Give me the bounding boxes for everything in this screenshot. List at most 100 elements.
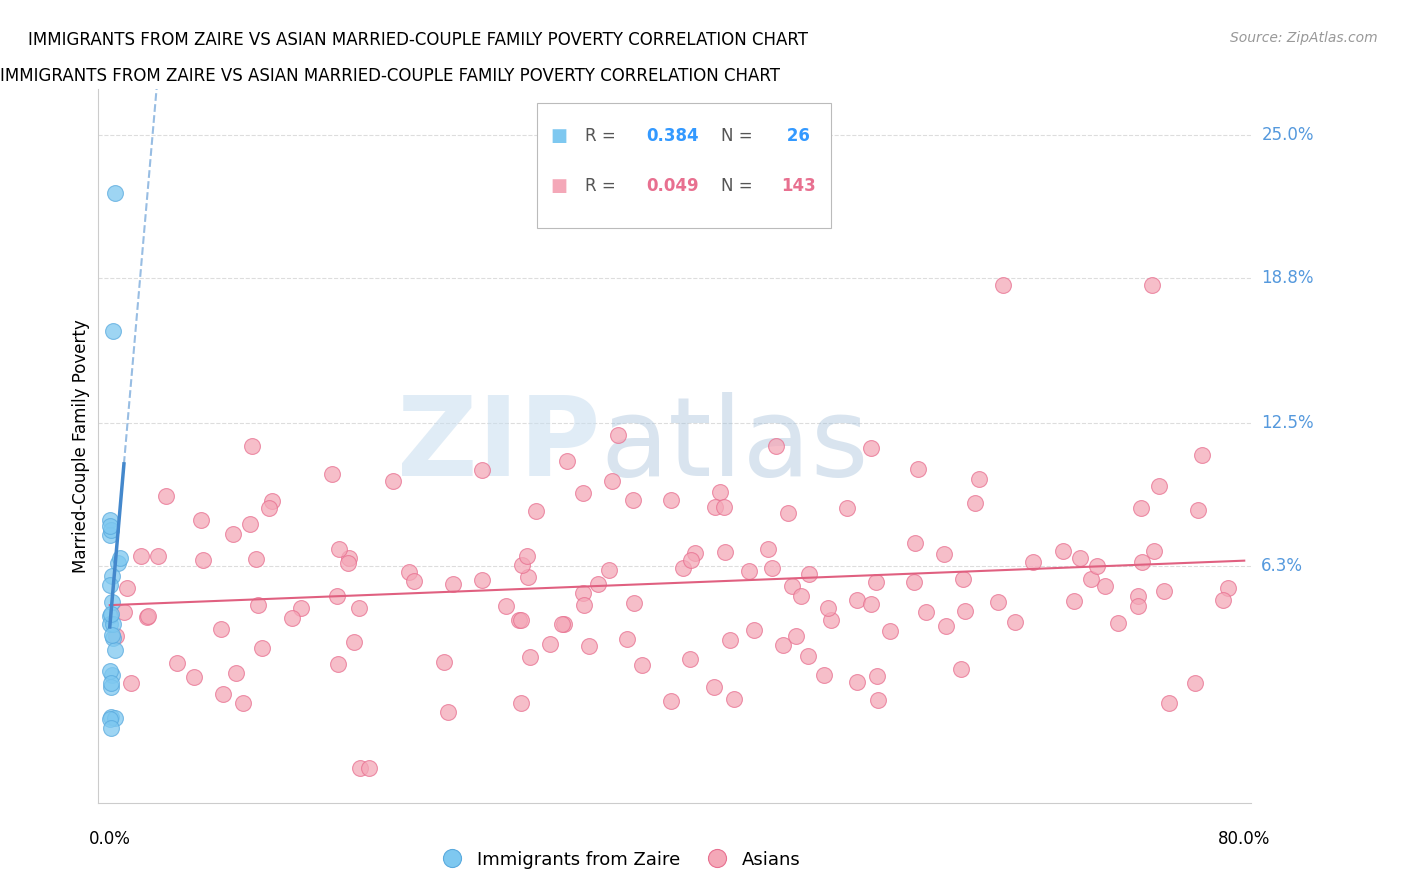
Point xyxy=(519,649,541,664)
Text: ■: ■ xyxy=(550,177,568,194)
Point xyxy=(250,641,273,656)
Point xyxy=(1147,479,1170,493)
Point xyxy=(183,670,205,684)
Point xyxy=(436,705,458,719)
Point xyxy=(166,657,188,671)
Point xyxy=(101,595,124,609)
Point xyxy=(672,561,695,575)
Point xyxy=(100,523,122,537)
FancyBboxPatch shape xyxy=(537,103,831,228)
Point xyxy=(785,628,807,642)
Point xyxy=(600,474,623,488)
Point xyxy=(1143,544,1166,558)
Point xyxy=(432,655,454,669)
Point xyxy=(571,585,593,599)
Text: 6.3%: 6.3% xyxy=(1261,557,1303,574)
Point xyxy=(703,680,725,694)
Point xyxy=(765,439,787,453)
Point xyxy=(100,664,122,678)
Point xyxy=(631,657,654,672)
Point xyxy=(290,600,312,615)
Point xyxy=(1187,502,1209,516)
Point xyxy=(349,761,371,775)
Point xyxy=(991,277,1014,292)
Text: ■: ■ xyxy=(550,127,568,145)
Point xyxy=(349,601,371,615)
Point xyxy=(104,186,127,200)
Point xyxy=(326,589,349,603)
Point xyxy=(101,668,124,682)
Point xyxy=(135,610,157,624)
Point xyxy=(683,546,706,560)
Point xyxy=(935,619,957,633)
Point xyxy=(398,566,420,580)
Point xyxy=(860,441,883,455)
Point xyxy=(138,608,160,623)
Point xyxy=(846,592,869,607)
Point xyxy=(776,506,799,520)
Point xyxy=(790,589,813,603)
Point xyxy=(155,489,177,503)
Point xyxy=(281,610,304,624)
Legend: Immigrants from Zaire, Asians: Immigrants from Zaire, Asians xyxy=(426,844,808,876)
Point xyxy=(607,427,630,442)
Point xyxy=(103,324,125,338)
Point xyxy=(100,676,122,690)
Point xyxy=(103,617,125,632)
Point xyxy=(588,577,610,591)
Point xyxy=(879,624,901,638)
Point xyxy=(104,629,127,643)
Point xyxy=(572,485,595,500)
Text: N =: N = xyxy=(721,177,758,194)
Point xyxy=(756,541,779,556)
Point xyxy=(1129,501,1152,516)
Point xyxy=(932,547,955,561)
Text: 18.8%: 18.8% xyxy=(1261,269,1313,287)
Point xyxy=(538,637,561,651)
Point xyxy=(524,504,547,518)
Point xyxy=(212,687,235,701)
Point xyxy=(623,596,645,610)
Text: ZIP: ZIP xyxy=(396,392,600,500)
Point xyxy=(837,501,859,516)
Point xyxy=(100,609,122,624)
Point xyxy=(952,572,974,586)
Point xyxy=(337,556,360,570)
Point xyxy=(553,617,575,632)
Point xyxy=(709,485,731,500)
Point xyxy=(904,535,927,549)
Point xyxy=(402,574,425,588)
Text: 12.5%: 12.5% xyxy=(1261,414,1313,432)
Point xyxy=(866,669,889,683)
Point xyxy=(129,549,152,563)
Text: 0.384: 0.384 xyxy=(647,127,699,145)
Point xyxy=(859,598,882,612)
Point xyxy=(1153,584,1175,599)
Point xyxy=(865,575,887,590)
Point xyxy=(1218,581,1240,595)
Text: R =: R = xyxy=(585,127,621,145)
Point xyxy=(782,579,804,593)
Point xyxy=(104,643,127,657)
Point xyxy=(259,500,281,515)
Text: 143: 143 xyxy=(780,177,815,194)
Point xyxy=(517,570,540,584)
Point xyxy=(471,462,494,476)
Point xyxy=(907,462,929,476)
Point xyxy=(509,696,531,710)
Point xyxy=(108,551,131,566)
Point xyxy=(1094,579,1116,593)
Point xyxy=(104,711,127,725)
Point xyxy=(100,528,122,542)
Text: 80.0%: 80.0% xyxy=(1218,830,1271,848)
Point xyxy=(1157,696,1180,710)
Point xyxy=(744,624,766,638)
Text: 0.0%: 0.0% xyxy=(89,830,131,848)
Text: R =: R = xyxy=(585,177,621,194)
Point xyxy=(987,595,1010,609)
Text: 0.049: 0.049 xyxy=(647,177,699,194)
Text: atlas: atlas xyxy=(600,392,869,500)
Point xyxy=(1080,572,1102,586)
Point xyxy=(714,545,737,559)
Point xyxy=(101,628,124,642)
